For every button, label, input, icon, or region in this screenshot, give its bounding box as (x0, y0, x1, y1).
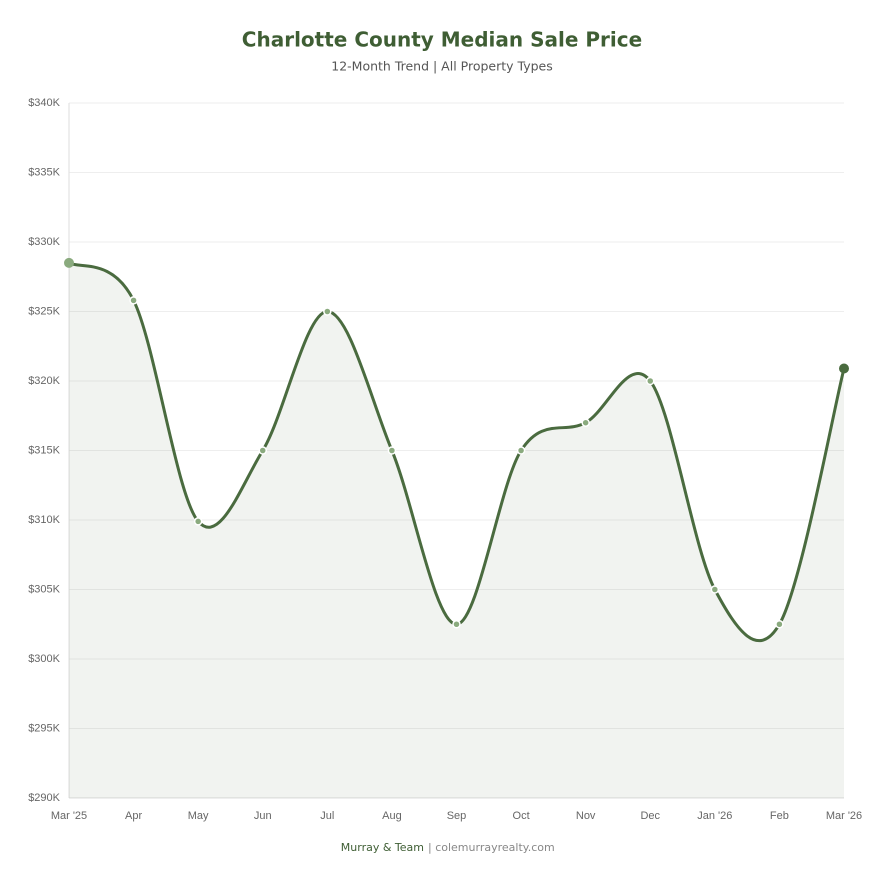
x-tick-label: Nov (576, 810, 596, 822)
y-tick-label: $295K (28, 722, 60, 734)
point (646, 376, 655, 386)
point (581, 418, 590, 427)
point (775, 620, 784, 629)
point (193, 517, 203, 526)
y-tick-label: $315K (28, 444, 60, 456)
y-tick-label: $300K (28, 653, 60, 665)
y-tick-label: $290K (28, 792, 60, 804)
x-tick-label: Apr (125, 810, 142, 822)
x-tick-label: Mar '26 (826, 810, 862, 822)
x-tick-label: May (188, 810, 209, 822)
point (323, 307, 332, 316)
y-tick-label: $335K (28, 166, 60, 178)
point (839, 363, 849, 374)
x-tick-label: Sep (447, 810, 467, 822)
y-tick-label: $310K (28, 514, 60, 526)
x-tick-label: Oct (513, 810, 530, 822)
point (129, 296, 138, 305)
x-tick-label: Aug (382, 810, 402, 822)
x-tick-label: Jun (254, 810, 272, 822)
x-tick-label: Jan '26 (697, 810, 732, 822)
area (69, 262, 844, 799)
point (258, 446, 267, 455)
x-tick-label: Jul (320, 810, 334, 822)
footer-brand: Murray & Team (341, 841, 424, 854)
point (516, 446, 526, 455)
chart-subtitle: 12-Month Trend | All Property Types (331, 59, 553, 74)
footer-site: | colemurrayrealty.com (428, 841, 555, 854)
y-tick-label: $325K (28, 305, 60, 317)
y-tick-label: $330K (28, 236, 60, 248)
point (387, 446, 397, 455)
y-tick-label: $320K (28, 375, 60, 387)
point (710, 585, 720, 594)
y-tick-label: $305K (28, 583, 60, 595)
point (452, 620, 461, 629)
x-tick-label: Mar '25 (51, 810, 87, 822)
point (64, 257, 74, 268)
x-tick-label: Dec (640, 810, 660, 822)
x-tick-label: Feb (770, 810, 789, 822)
y-tick-label: $340K (28, 97, 60, 109)
chart-title: Charlotte County Median Sale Price (242, 28, 642, 52)
